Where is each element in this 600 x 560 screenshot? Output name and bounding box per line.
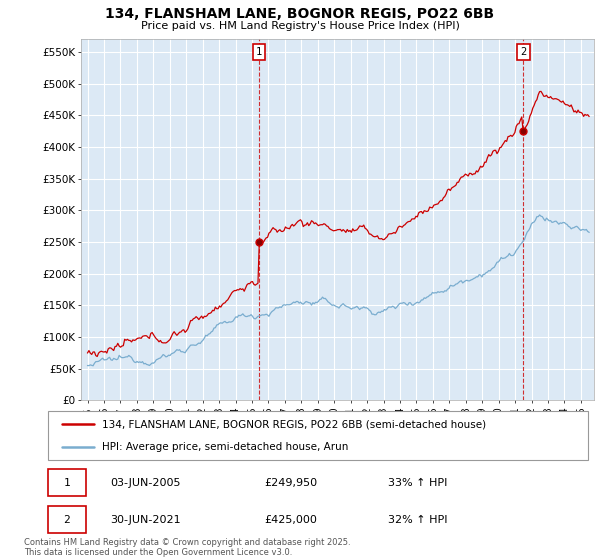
Text: Price paid vs. HM Land Registry's House Price Index (HPI): Price paid vs. HM Land Registry's House …	[140, 21, 460, 31]
Text: 2: 2	[64, 515, 70, 525]
FancyBboxPatch shape	[48, 469, 86, 496]
Text: HPI: Average price, semi-detached house, Arun: HPI: Average price, semi-detached house,…	[102, 442, 349, 452]
Text: 2: 2	[520, 47, 526, 57]
Text: 1: 1	[256, 47, 262, 57]
FancyBboxPatch shape	[48, 411, 588, 460]
Text: 1: 1	[64, 478, 70, 488]
Text: 30-JUN-2021: 30-JUN-2021	[110, 515, 181, 525]
Text: 33% ↑ HPI: 33% ↑ HPI	[388, 478, 448, 488]
FancyBboxPatch shape	[48, 506, 86, 533]
Text: 134, FLANSHAM LANE, BOGNOR REGIS, PO22 6BB (semi-detached house): 134, FLANSHAM LANE, BOGNOR REGIS, PO22 6…	[102, 419, 486, 430]
Text: 32% ↑ HPI: 32% ↑ HPI	[388, 515, 448, 525]
Text: £425,000: £425,000	[264, 515, 317, 525]
Text: Contains HM Land Registry data © Crown copyright and database right 2025.
This d: Contains HM Land Registry data © Crown c…	[24, 538, 350, 557]
Text: 134, FLANSHAM LANE, BOGNOR REGIS, PO22 6BB: 134, FLANSHAM LANE, BOGNOR REGIS, PO22 6…	[106, 7, 494, 21]
Text: 03-JUN-2005: 03-JUN-2005	[110, 478, 181, 488]
Text: £249,950: £249,950	[264, 478, 317, 488]
